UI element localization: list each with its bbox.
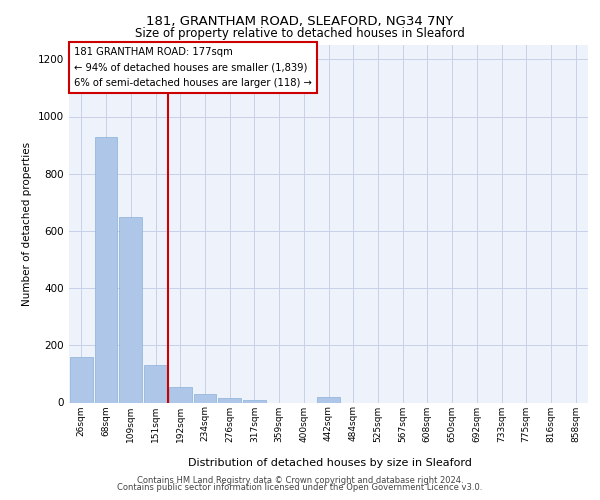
Text: Contains HM Land Registry data © Crown copyright and database right 2024.: Contains HM Land Registry data © Crown c…: [137, 476, 463, 485]
Text: 181, GRANTHAM ROAD, SLEAFORD, NG34 7NY: 181, GRANTHAM ROAD, SLEAFORD, NG34 7NY: [146, 15, 454, 28]
Bar: [243, 400, 266, 402]
Text: Distribution of detached houses by size in Sleaford: Distribution of detached houses by size …: [188, 458, 472, 468]
Y-axis label: Number of detached properties: Number of detached properties: [22, 142, 32, 306]
Bar: [70, 356, 93, 403]
Bar: [194, 394, 216, 402]
Bar: [95, 136, 118, 402]
Bar: [169, 387, 191, 402]
Bar: [218, 398, 241, 402]
Bar: [144, 366, 167, 403]
Text: 181 GRANTHAM ROAD: 177sqm
← 94% of detached houses are smaller (1,839)
6% of sem: 181 GRANTHAM ROAD: 177sqm ← 94% of detac…: [74, 47, 312, 88]
Text: Contains public sector information licensed under the Open Government Licence v3: Contains public sector information licen…: [118, 484, 482, 492]
Text: Size of property relative to detached houses in Sleaford: Size of property relative to detached ho…: [135, 28, 465, 40]
Bar: [317, 397, 340, 402]
Bar: [119, 216, 142, 402]
